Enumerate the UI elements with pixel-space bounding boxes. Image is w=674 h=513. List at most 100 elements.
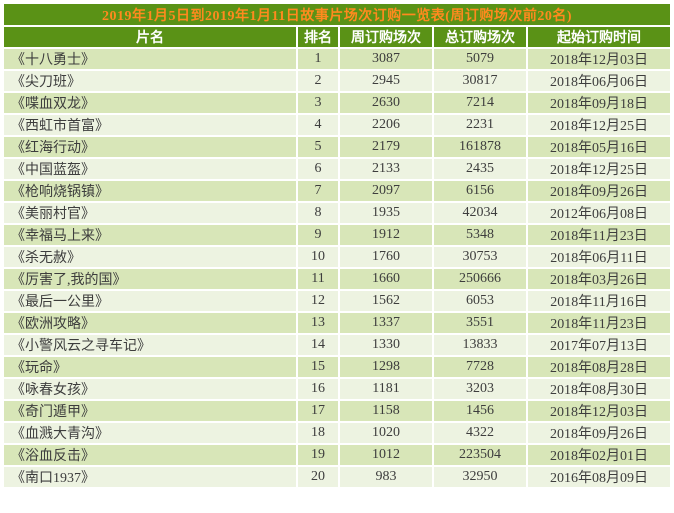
table-row: 《美丽村官》 8 1935 42034 2012年06月08日 <box>4 203 671 223</box>
total-orders-cell: 3203 <box>434 379 526 399</box>
total-orders-cell: 2435 <box>434 159 526 179</box>
table-row: 《十八勇士》 1 3087 5079 2018年12月03日 <box>4 49 671 69</box>
total-orders-cell: 1456 <box>434 401 526 421</box>
weekly-orders-cell: 1760 <box>340 247 432 267</box>
table-row: 《玩命》 15 1298 7728 2018年08月28日 <box>4 357 671 377</box>
rank-cell: 2 <box>298 71 338 91</box>
film-title-cell: 《红海行动》 <box>4 137 296 157</box>
weekly-orders-cell: 1935 <box>340 203 432 223</box>
rank-cell: 13 <box>298 313 338 333</box>
total-orders-cell: 7214 <box>434 93 526 113</box>
table-row: 《最后一公里》 12 1562 6053 2018年11月16日 <box>4 291 671 311</box>
total-orders-cell: 5348 <box>434 225 526 245</box>
rank-cell: 16 <box>298 379 338 399</box>
table-row: 《血溅大青沟》 18 1020 4322 2018年09月26日 <box>4 423 671 443</box>
weekly-orders-cell: 2179 <box>340 137 432 157</box>
table-row: 《厉害了,我的国》 11 1660 250666 2018年03月26日 <box>4 269 671 289</box>
start-date-cell: 2018年12月03日 <box>528 49 671 69</box>
rank-cell: 9 <box>298 225 338 245</box>
film-title-cell: 《玩命》 <box>4 357 296 377</box>
table-row: 《尖刀班》 2 2945 30817 2018年06月06日 <box>4 71 671 91</box>
start-date-cell: 2018年09月26日 <box>528 181 671 201</box>
start-date-cell: 2018年09月18日 <box>528 93 671 113</box>
rank-cell: 18 <box>298 423 338 443</box>
rank-cell: 3 <box>298 93 338 113</box>
weekly-orders-cell: 1330 <box>340 335 432 355</box>
film-title-cell: 《中国蓝盔》 <box>4 159 296 179</box>
table-row: 《奇门遁甲》 17 1158 1456 2018年12月03日 <box>4 401 671 421</box>
total-orders-cell: 3551 <box>434 313 526 333</box>
rank-cell: 6 <box>298 159 338 179</box>
table-row: 《红海行动》 5 2179 161878 2018年05月16日 <box>4 137 671 157</box>
start-date-cell: 2018年02月01日 <box>528 445 671 465</box>
table-row: 《喋血双龙》 3 2630 7214 2018年09月18日 <box>4 93 671 113</box>
start-date-cell: 2018年08月28日 <box>528 357 671 377</box>
start-date-cell: 2018年12月03日 <box>528 401 671 421</box>
weekly-orders-cell: 1158 <box>340 401 432 421</box>
start-date-cell: 2018年09月26日 <box>528 423 671 443</box>
start-date-cell: 2018年12月25日 <box>528 159 671 179</box>
table-row: 《南口1937》 20 983 32950 2016年08月09日 <box>4 467 671 487</box>
table-row: 《杀无赦》 10 1760 30753 2018年06月11日 <box>4 247 671 267</box>
start-date-cell: 2017年07月13日 <box>528 335 671 355</box>
start-date-cell: 2018年11月23日 <box>528 313 671 333</box>
film-title-cell: 《十八勇士》 <box>4 49 296 69</box>
rank-cell: 5 <box>298 137 338 157</box>
table-row: 《幸福马上来》 9 1912 5348 2018年11月23日 <box>4 225 671 245</box>
rank-cell: 7 <box>298 181 338 201</box>
table-header-row: 片名 排名 周订购场次 总订购场次 起始订购时间 <box>4 27 671 47</box>
start-date-cell: 2018年06月11日 <box>528 247 671 267</box>
film-title-cell: 《南口1937》 <box>4 467 296 487</box>
weekly-orders-cell: 1337 <box>340 313 432 333</box>
film-title-cell: 《美丽村官》 <box>4 203 296 223</box>
weekly-orders-cell: 983 <box>340 467 432 487</box>
rank-cell: 14 <box>298 335 338 355</box>
rank-cell: 20 <box>298 467 338 487</box>
total-orders-cell: 4322 <box>434 423 526 443</box>
weekly-orders-cell: 1298 <box>340 357 432 377</box>
start-date-cell: 2018年08月30日 <box>528 379 671 399</box>
weekly-orders-cell: 1020 <box>340 423 432 443</box>
weekly-orders-cell: 1562 <box>340 291 432 311</box>
total-orders-cell: 223504 <box>434 445 526 465</box>
table-row: 《小警风云之寻车记》 14 1330 13833 2017年07月13日 <box>4 335 671 355</box>
start-date-cell: 2018年12月25日 <box>528 115 671 135</box>
film-title-cell: 《枪响烧锅镇》 <box>4 181 296 201</box>
table-row: 《西虹市首富》 4 2206 2231 2018年12月25日 <box>4 115 671 135</box>
rank-cell: 12 <box>298 291 338 311</box>
weekly-orders-cell: 1660 <box>340 269 432 289</box>
total-orders-cell: 32950 <box>434 467 526 487</box>
table-row: 《中国蓝盔》 6 2133 2435 2018年12月25日 <box>4 159 671 179</box>
weekly-orders-cell: 1912 <box>340 225 432 245</box>
table-title-row: 2019年1月5日到2019年1月11日故事片场次订购一览表(周订购场次前20名… <box>4 4 671 25</box>
film-title-cell: 《小警风云之寻车记》 <box>4 335 296 355</box>
rank-cell: 15 <box>298 357 338 377</box>
total-orders-cell: 6053 <box>434 291 526 311</box>
column-header-start-date: 起始订购时间 <box>528 27 671 47</box>
table-row: 《枪响烧锅镇》 7 2097 6156 2018年09月26日 <box>4 181 671 201</box>
rank-cell: 11 <box>298 269 338 289</box>
film-title-cell: 《杀无赦》 <box>4 247 296 267</box>
column-header-rank: 排名 <box>298 27 338 47</box>
weekly-orders-cell: 2097 <box>340 181 432 201</box>
total-orders-cell: 161878 <box>434 137 526 157</box>
table-row: 《浴血反击》 19 1012 223504 2018年02月01日 <box>4 445 671 465</box>
film-title-cell: 《血溅大青沟》 <box>4 423 296 443</box>
total-orders-cell: 42034 <box>434 203 526 223</box>
film-title-cell: 《西虹市首富》 <box>4 115 296 135</box>
film-title-cell: 《最后一公里》 <box>4 291 296 311</box>
start-date-cell: 2018年03月26日 <box>528 269 671 289</box>
start-date-cell: 2016年08月09日 <box>528 467 671 487</box>
film-title-cell: 《欧洲攻略》 <box>4 313 296 333</box>
total-orders-cell: 6156 <box>434 181 526 201</box>
film-title-cell: 《喋血双龙》 <box>4 93 296 113</box>
rank-cell: 1 <box>298 49 338 69</box>
table-row: 《咏春女孩》 16 1181 3203 2018年08月30日 <box>4 379 671 399</box>
weekly-orders-cell: 1012 <box>340 445 432 465</box>
total-orders-cell: 250666 <box>434 269 526 289</box>
film-orders-table: 2019年1月5日到2019年1月11日故事片场次订购一览表(周订购场次前20名… <box>2 2 672 489</box>
rank-cell: 17 <box>298 401 338 421</box>
total-orders-cell: 2231 <box>434 115 526 135</box>
rank-cell: 8 <box>298 203 338 223</box>
weekly-orders-cell: 2133 <box>340 159 432 179</box>
